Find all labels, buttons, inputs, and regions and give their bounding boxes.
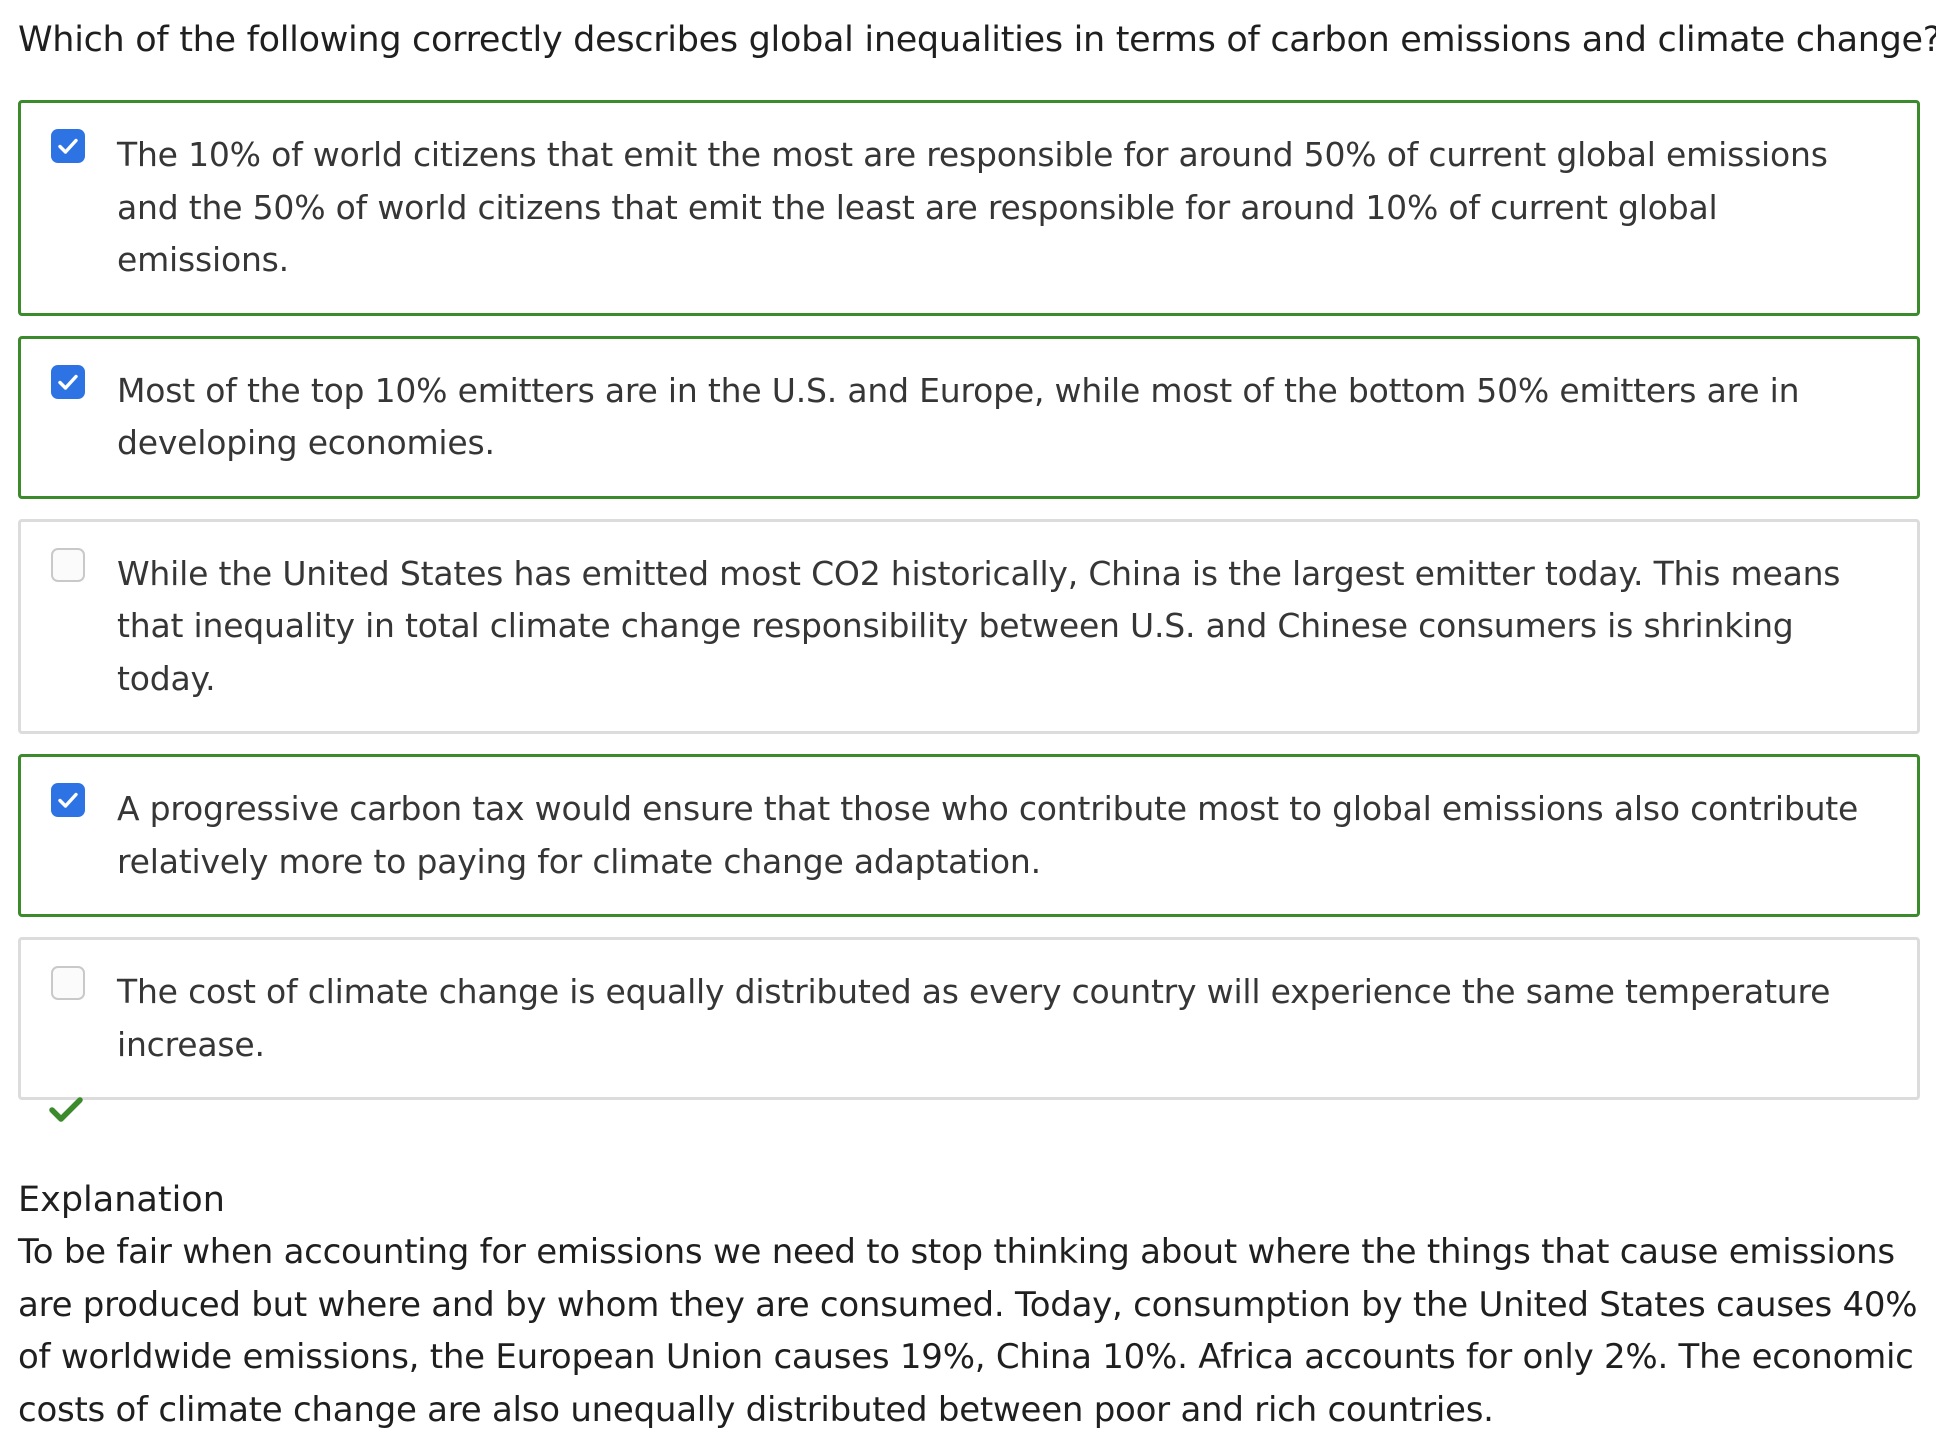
check-icon [58, 792, 78, 808]
answer-option-4[interactable]: A progressive carbon tax would ensure th… [18, 754, 1920, 917]
check-icon [58, 374, 78, 390]
checkbox-checked[interactable] [51, 129, 85, 163]
answer-option-3[interactable]: While the United States has emitted most… [18, 518, 1920, 734]
option-text: A progressive carbon tax would ensure th… [117, 789, 1859, 881]
explanation-text: To be fair when accounting for emissions… [18, 1232, 1918, 1430]
answer-option-2[interactable]: Most of the top 10% emitters are in the … [18, 335, 1920, 499]
checkbox-checked[interactable] [51, 364, 85, 399]
option-text: Most of the top 10% emitters are in the … [117, 370, 1800, 463]
answer-options: The 10% of world citizens that emit the … [18, 100, 1920, 1100]
explanation-section: Explanation To be fair when accounting f… [18, 1174, 1923, 1436]
checkbox-unchecked[interactable] [51, 547, 85, 582]
question-text: Which of the following correctly describ… [18, 20, 1936, 60]
check-icon [58, 138, 78, 154]
checkbox-checked[interactable] [51, 783, 85, 817]
option-text: The cost of climate change is equally di… [117, 972, 1831, 1064]
quiz-page: Which of the following correctly describ… [18, 0, 1936, 1430]
checkbox-unchecked[interactable] [51, 966, 85, 1000]
option-text: While the United States has emitted most… [117, 553, 1841, 698]
checkmark-icon [49, 1097, 83, 1122]
answer-option-1[interactable]: The 10% of world citizens that emit the … [18, 100, 1920, 316]
answer-option-5[interactable]: The cost of climate change is equally di… [18, 937, 1920, 1100]
option-text: The 10% of world citizens that emit the … [117, 135, 1828, 279]
explanation-title: Explanation [18, 1180, 225, 1220]
